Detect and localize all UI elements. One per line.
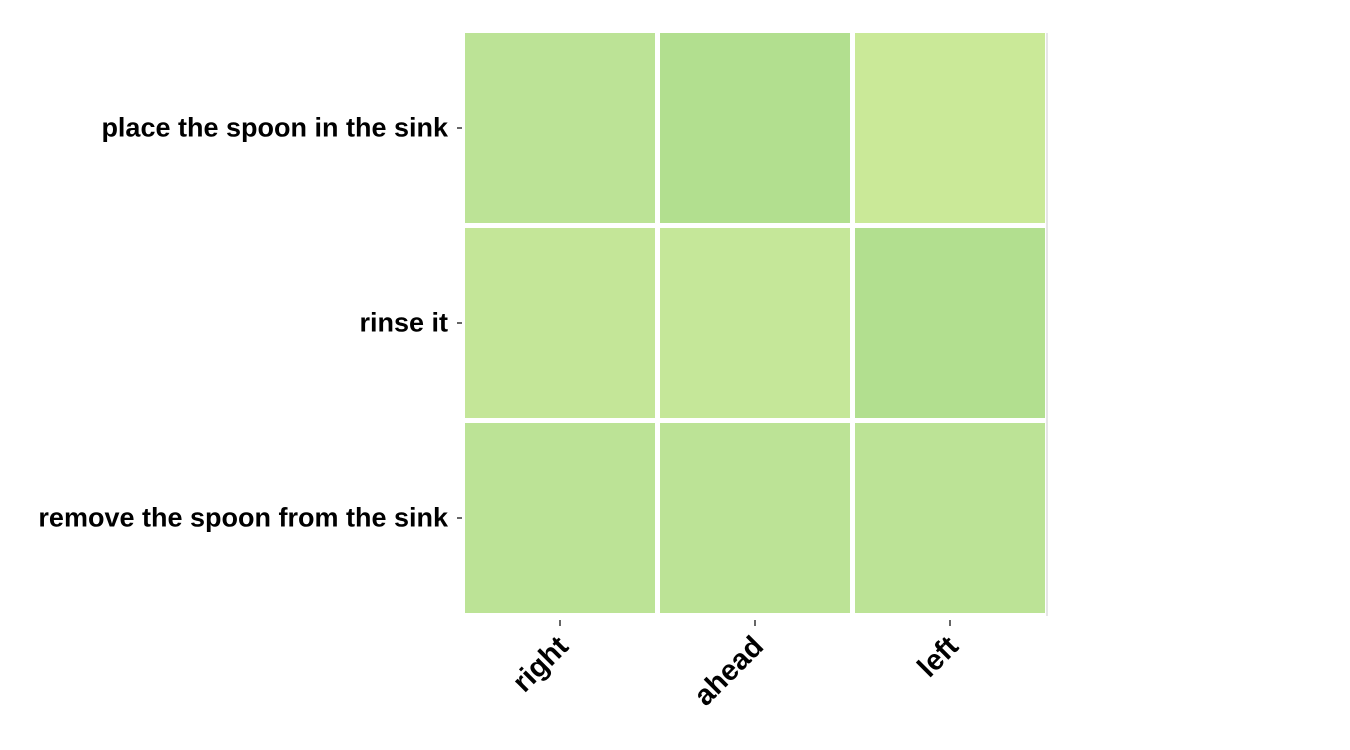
y-ticks bbox=[457, 127, 462, 519]
heatmap-cells bbox=[465, 33, 1045, 613]
x-tick-label: left bbox=[912, 630, 966, 684]
heatmap-cell bbox=[465, 228, 655, 418]
heatmap-cell bbox=[660, 228, 850, 418]
heatmap-cell bbox=[465, 423, 655, 613]
heatmap-cell bbox=[855, 33, 1045, 223]
heatmap-cell bbox=[465, 33, 655, 223]
heatmap-cell bbox=[855, 423, 1045, 613]
x-tick-labels: right ahead left bbox=[507, 630, 965, 712]
x-ticks bbox=[559, 620, 951, 626]
heatmap-cell bbox=[660, 423, 850, 613]
y-tick-label: rinse it bbox=[359, 307, 448, 338]
heatmap-cell bbox=[660, 33, 850, 223]
y-tick-label: place the spoon in the sink bbox=[101, 112, 448, 143]
x-tick-label: ahead bbox=[688, 630, 770, 712]
heatmap-cell bbox=[855, 228, 1045, 418]
y-tick-label: remove the spoon from the sink bbox=[38, 502, 448, 533]
x-tick-label: right bbox=[507, 630, 575, 698]
